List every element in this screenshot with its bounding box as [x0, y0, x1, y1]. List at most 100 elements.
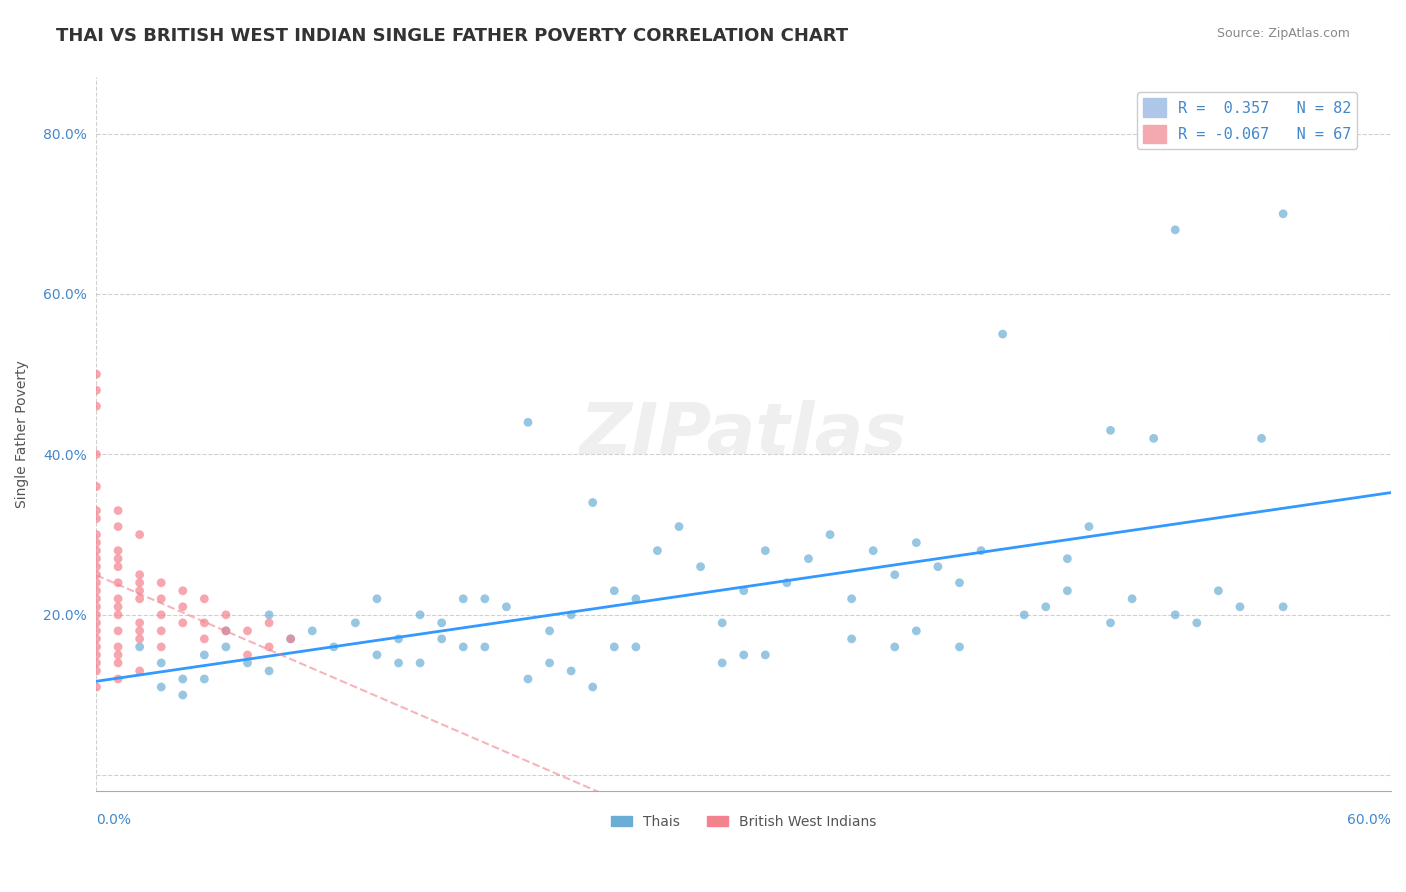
Point: [603, 640, 626, 654]
Point: [86, 664, 108, 678]
Point: [86, 535, 108, 549]
Point: [883, 640, 905, 654]
Point: [430, 615, 453, 630]
Point: [517, 672, 540, 686]
Point: [927, 559, 949, 574]
Point: [301, 624, 323, 638]
Point: [236, 656, 259, 670]
Point: [1164, 223, 1187, 237]
Point: [257, 615, 280, 630]
Point: [86, 656, 108, 670]
Point: [86, 559, 108, 574]
Point: [193, 632, 215, 646]
Point: [86, 567, 108, 582]
Point: [797, 551, 820, 566]
Point: [86, 503, 108, 517]
Point: [128, 632, 150, 646]
Point: [733, 648, 755, 662]
Point: [150, 680, 173, 694]
Point: [86, 399, 108, 413]
Point: [86, 383, 108, 397]
Point: [128, 527, 150, 541]
Point: [193, 615, 215, 630]
Point: [733, 583, 755, 598]
Point: [948, 640, 970, 654]
Point: [1056, 583, 1078, 598]
Point: [1121, 591, 1143, 606]
Point: [107, 648, 129, 662]
Point: [128, 583, 150, 598]
Point: [1272, 207, 1295, 221]
Point: [86, 640, 108, 654]
Point: [150, 640, 173, 654]
Point: [841, 591, 863, 606]
Point: [451, 591, 474, 606]
Point: [280, 632, 302, 646]
Point: [1056, 551, 1078, 566]
Text: THAI VS BRITISH WEST INDIAN SINGLE FATHER POVERTY CORRELATION CHART: THAI VS BRITISH WEST INDIAN SINGLE FATHE…: [56, 27, 848, 45]
Point: [128, 567, 150, 582]
Point: [86, 575, 108, 590]
Point: [86, 648, 108, 662]
Point: [215, 640, 238, 654]
Point: [280, 632, 302, 646]
Point: [560, 664, 582, 678]
Point: [905, 535, 928, 549]
Point: [86, 543, 108, 558]
Point: [107, 672, 129, 686]
Text: 0.0%: 0.0%: [97, 813, 132, 827]
Point: [754, 648, 776, 662]
Point: [1164, 607, 1187, 622]
Point: [128, 591, 150, 606]
Point: [883, 567, 905, 582]
Point: [668, 519, 690, 533]
Point: [1208, 583, 1230, 598]
Point: [86, 479, 108, 493]
Point: [128, 664, 150, 678]
Point: [86, 447, 108, 461]
Point: [711, 615, 734, 630]
Y-axis label: Single Father Poverty: Single Father Poverty: [15, 360, 30, 508]
Point: [538, 656, 561, 670]
Point: [474, 591, 496, 606]
Point: [107, 640, 129, 654]
Point: [387, 632, 409, 646]
Text: 60.0%: 60.0%: [1347, 813, 1391, 827]
Point: [862, 543, 884, 558]
Point: [841, 632, 863, 646]
Point: [86, 615, 108, 630]
Point: [107, 624, 129, 638]
Point: [1229, 599, 1251, 614]
Point: [107, 503, 129, 517]
Point: [215, 624, 238, 638]
Point: [689, 559, 711, 574]
Point: [193, 672, 215, 686]
Point: [193, 648, 215, 662]
Point: [107, 559, 129, 574]
Point: [107, 543, 129, 558]
Point: [948, 575, 970, 590]
Point: [150, 607, 173, 622]
Point: [86, 632, 108, 646]
Point: [711, 656, 734, 670]
Point: [236, 624, 259, 638]
Point: [128, 624, 150, 638]
Point: [215, 607, 238, 622]
Point: [172, 672, 194, 686]
Point: [257, 607, 280, 622]
Point: [193, 591, 215, 606]
Point: [1272, 599, 1295, 614]
Point: [150, 624, 173, 638]
Point: [107, 607, 129, 622]
Point: [172, 583, 194, 598]
Point: [150, 591, 173, 606]
Point: [86, 527, 108, 541]
Point: [107, 599, 129, 614]
Point: [322, 640, 344, 654]
Point: [86, 680, 108, 694]
Point: [1099, 423, 1122, 437]
Point: [236, 648, 259, 662]
Point: [970, 543, 993, 558]
Point: [86, 368, 108, 382]
Point: [172, 615, 194, 630]
